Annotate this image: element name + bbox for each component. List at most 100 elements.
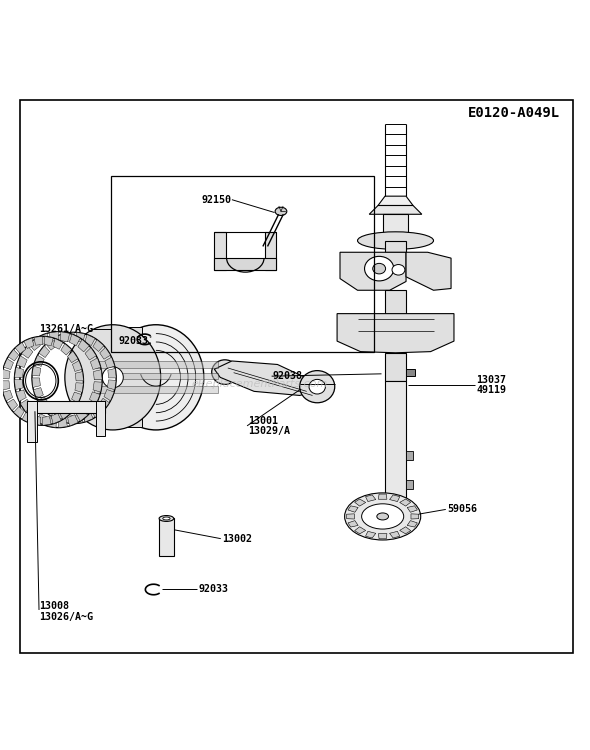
Polygon shape <box>39 346 50 358</box>
Polygon shape <box>159 518 173 556</box>
Polygon shape <box>16 390 27 401</box>
Polygon shape <box>53 338 63 350</box>
Polygon shape <box>411 514 419 519</box>
Polygon shape <box>58 418 67 428</box>
Polygon shape <box>337 314 454 352</box>
Ellipse shape <box>365 256 394 281</box>
Polygon shape <box>385 521 406 527</box>
Polygon shape <box>348 506 358 512</box>
Polygon shape <box>42 416 51 425</box>
Text: 92038: 92038 <box>273 371 303 381</box>
Text: eReplacementParts.com: eReplacementParts.com <box>192 379 328 388</box>
Polygon shape <box>14 406 24 418</box>
Polygon shape <box>407 506 417 512</box>
Polygon shape <box>74 415 83 424</box>
Text: 92033: 92033 <box>119 336 149 346</box>
Polygon shape <box>2 369 10 379</box>
Polygon shape <box>406 369 415 376</box>
Polygon shape <box>8 350 19 361</box>
Polygon shape <box>378 494 387 500</box>
Polygon shape <box>85 334 95 346</box>
Polygon shape <box>104 389 114 400</box>
Text: 49119: 49119 <box>476 386 506 395</box>
Polygon shape <box>355 526 366 534</box>
Polygon shape <box>70 334 80 346</box>
Polygon shape <box>61 344 71 355</box>
Polygon shape <box>214 258 276 270</box>
Polygon shape <box>91 406 102 418</box>
Polygon shape <box>99 327 142 427</box>
Polygon shape <box>90 392 100 404</box>
Polygon shape <box>73 361 82 371</box>
Ellipse shape <box>392 265 405 275</box>
Polygon shape <box>15 368 24 377</box>
Polygon shape <box>340 252 406 290</box>
Polygon shape <box>63 414 72 424</box>
Polygon shape <box>378 196 413 206</box>
Polygon shape <box>107 380 116 390</box>
Polygon shape <box>75 382 83 392</box>
Text: 92150: 92150 <box>202 195 231 205</box>
Polygon shape <box>7 399 18 410</box>
Polygon shape <box>34 388 43 398</box>
Bar <box>111 176 374 352</box>
Bar <box>94 374 218 379</box>
Polygon shape <box>399 499 411 506</box>
Polygon shape <box>406 480 413 489</box>
Polygon shape <box>22 346 33 358</box>
Polygon shape <box>93 340 104 352</box>
Polygon shape <box>17 356 27 368</box>
Polygon shape <box>93 382 102 392</box>
Ellipse shape <box>108 325 204 430</box>
Ellipse shape <box>65 325 160 430</box>
Polygon shape <box>385 241 406 252</box>
Polygon shape <box>389 531 400 538</box>
Polygon shape <box>76 409 88 422</box>
Text: 13008: 13008 <box>39 601 69 610</box>
Polygon shape <box>93 370 102 380</box>
Polygon shape <box>71 392 81 403</box>
Ellipse shape <box>377 513 388 520</box>
Polygon shape <box>366 495 376 502</box>
Polygon shape <box>105 357 114 368</box>
Polygon shape <box>385 290 406 314</box>
Polygon shape <box>37 414 47 425</box>
Polygon shape <box>65 332 74 341</box>
Polygon shape <box>83 411 93 422</box>
Polygon shape <box>53 410 63 422</box>
Ellipse shape <box>212 360 238 384</box>
Polygon shape <box>34 337 42 345</box>
Polygon shape <box>29 338 40 350</box>
Polygon shape <box>27 401 105 413</box>
Polygon shape <box>399 526 411 534</box>
Polygon shape <box>96 401 105 436</box>
Polygon shape <box>348 520 358 527</box>
Polygon shape <box>34 356 44 366</box>
Polygon shape <box>27 401 37 442</box>
Polygon shape <box>22 413 32 423</box>
Polygon shape <box>32 366 41 376</box>
Polygon shape <box>46 338 57 350</box>
Text: E0120-A049L: E0120-A049L <box>468 106 560 120</box>
Polygon shape <box>214 361 319 395</box>
Ellipse shape <box>163 517 170 520</box>
Polygon shape <box>76 371 83 381</box>
Polygon shape <box>67 351 78 363</box>
Polygon shape <box>44 404 55 416</box>
Polygon shape <box>55 334 65 344</box>
Polygon shape <box>20 399 32 412</box>
Polygon shape <box>2 381 9 390</box>
Ellipse shape <box>300 370 335 403</box>
Text: 92033: 92033 <box>199 584 228 595</box>
Polygon shape <box>383 214 408 238</box>
Polygon shape <box>49 332 58 341</box>
Polygon shape <box>4 358 14 370</box>
Polygon shape <box>378 534 387 538</box>
Polygon shape <box>66 400 77 412</box>
Polygon shape <box>15 343 26 354</box>
Polygon shape <box>100 347 110 359</box>
Text: 13001: 13001 <box>248 416 278 425</box>
Text: 13029/A: 13029/A <box>248 426 290 436</box>
Circle shape <box>102 367 123 388</box>
Polygon shape <box>24 338 34 349</box>
